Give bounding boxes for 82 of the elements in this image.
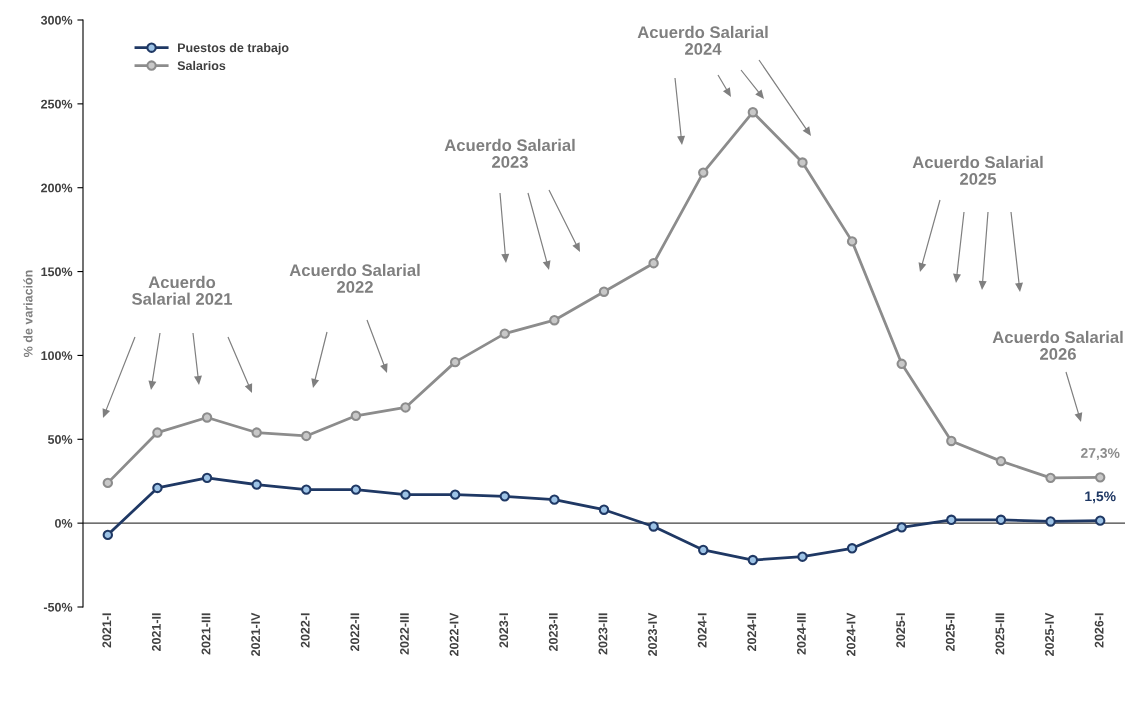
point [995, 514, 1007, 525]
x-tick-label: 2023-III [598, 613, 608, 655]
point [251, 427, 262, 438]
point [201, 412, 213, 423]
x-tick-label: 2025-I [896, 613, 906, 648]
legend-label: Salarios [177, 60, 226, 71]
annotation: Acuerdo Salarial 2024 [637, 25, 768, 55]
point [102, 529, 114, 541]
point [598, 286, 610, 297]
annotation: Acuerdo Salarial 2025 [912, 155, 1043, 185]
point [598, 504, 610, 515]
point [549, 494, 560, 505]
x-tick-label: 2022-I [300, 613, 310, 648]
point [797, 157, 808, 168]
y-tick-label: 250% [41, 99, 73, 109]
point [896, 358, 907, 370]
legend-label: Puestos de trabajo [178, 42, 289, 55]
point [1094, 472, 1106, 483]
point [698, 544, 709, 556]
x-tick-label: 2021-I [102, 613, 112, 648]
x-tick-label: 2026-I [1094, 613, 1104, 648]
x-tick-label: 2023-IV [648, 612, 657, 656]
point [499, 491, 510, 502]
x-tick-label: 2024-I [697, 613, 707, 648]
x-tick-label: 2024-II [747, 613, 757, 652]
point [350, 410, 362, 422]
x-tick-label: 2021-II [151, 613, 161, 652]
y-axis-title: % de variación [23, 270, 33, 357]
x-tick-label: 2025-II [945, 613, 955, 652]
x-tick-label: 2025-III [995, 613, 1005, 655]
x-tick-label: 2022-III [400, 613, 409, 655]
data-label: 27,3% [1080, 448, 1120, 460]
point [1094, 515, 1106, 526]
point [648, 257, 659, 269]
point [400, 402, 411, 413]
y-tick-label: 200% [41, 183, 73, 193]
point [201, 472, 213, 484]
point [301, 430, 312, 442]
point [549, 315, 560, 326]
y-tick-label: 50% [47, 435, 73, 444]
point [152, 427, 163, 438]
x-tick-label: 2025-IV [1045, 612, 1054, 656]
point [995, 455, 1007, 467]
point [846, 236, 858, 247]
point [152, 482, 163, 494]
point [648, 521, 659, 532]
point [698, 167, 709, 178]
x-tick-label: 2024-IV [846, 612, 856, 656]
point [449, 356, 461, 368]
point [946, 514, 957, 525]
point [251, 479, 262, 490]
point [1045, 516, 1056, 527]
point [499, 328, 510, 339]
point [846, 543, 858, 554]
annotation: Acuerdo Salarial 2026 [992, 330, 1123, 360]
y-tick-label: 100% [41, 351, 73, 361]
y-tick-label: -50% [43, 602, 73, 612]
x-tick-label: 2024-III [796, 613, 806, 655]
point [896, 522, 907, 533]
point [946, 435, 957, 447]
x-tick-label: 2022-II [350, 613, 360, 652]
x-tick-label: 2023-II [548, 613, 558, 652]
point [350, 484, 362, 495]
point [102, 477, 114, 489]
x-tick-label: 2023-I [499, 613, 509, 648]
point [449, 489, 461, 500]
y-tick-label: 300% [40, 15, 73, 25]
annotation: Acuerdo Salarial 2022 [289, 263, 420, 293]
point [301, 484, 312, 495]
y-tick-label: 150% [41, 267, 73, 277]
annotation: Acuerdo Salarial 2023 [444, 138, 575, 168]
point [747, 107, 759, 118]
point [747, 554, 759, 566]
x-tick-label: 2021-IV [251, 612, 261, 656]
point [797, 551, 808, 562]
point [1045, 472, 1056, 484]
x-tick-label: 2022-IV [449, 612, 459, 656]
annotation: Acuerdo Salarial 2021 [131, 275, 233, 305]
x-tick-label: 2021-III [201, 613, 211, 655]
point [400, 489, 411, 500]
data-label: 1,5% [1085, 491, 1116, 504]
y-tick-label: 0% [55, 518, 73, 528]
